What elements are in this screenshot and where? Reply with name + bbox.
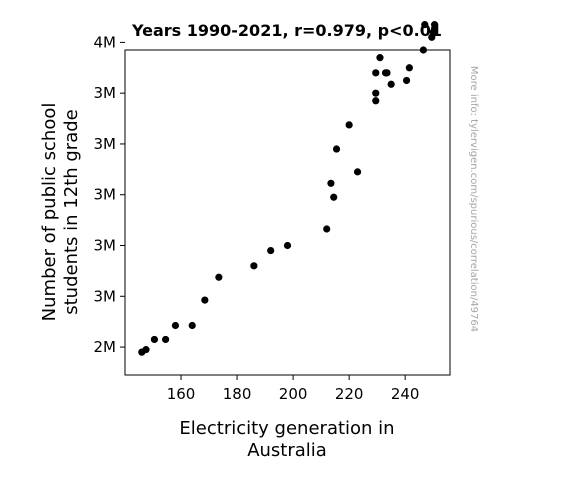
y-tick-label: 3M: [94, 186, 117, 204]
data-point: [405, 64, 413, 72]
data-point: [162, 335, 170, 344]
data-point: [330, 193, 338, 201]
data-point: [345, 121, 353, 129]
x-axis-ticks: 160 180 200 220 240: [167, 375, 420, 403]
x-axis-label-line-2: Australia: [247, 440, 327, 461]
data-point: [372, 89, 380, 97]
data-point: [383, 69, 391, 77]
data-point: [402, 76, 411, 85]
data-point: [142, 346, 150, 354]
data-point: [387, 80, 395, 88]
y-tick-label: 3M: [94, 237, 117, 255]
y-axis-ticks: 2M 3M 3M 3M 3M 3M 4M: [94, 33, 125, 356]
data-points: [138, 21, 439, 356]
plot-area: 160 180 200 220 240 2M 3M 3M 3M 3M 3M 4M: [94, 21, 451, 403]
chart-title: Years 1990-2021, r=0.979, p<0.01: [131, 21, 442, 40]
data-point: [267, 246, 275, 255]
data-point: [215, 273, 223, 281]
x-tick-label: 240: [391, 385, 420, 403]
data-point: [323, 225, 331, 233]
y-tick-label: 3M: [94, 135, 117, 153]
watermark-text: More info: tylervigen.com/spurious/corre…: [468, 66, 479, 332]
data-point: [353, 168, 362, 176]
data-point: [188, 321, 196, 330]
y-tick-label: 3M: [94, 84, 117, 102]
y-tick-label: 4M: [94, 33, 117, 51]
axes-frame: [124, 49, 451, 376]
data-point: [419, 46, 427, 54]
y-tick-label: 3M: [94, 287, 117, 305]
x-tick-label: 200: [279, 385, 308, 403]
data-point: [327, 179, 335, 187]
x-tick-label: 180: [223, 385, 252, 403]
data-point: [372, 97, 380, 105]
y-axis-label-line-2: students in 12th grade: [61, 109, 82, 315]
data-point: [376, 54, 384, 62]
x-tick-label: 160: [167, 385, 196, 403]
data-point: [171, 321, 180, 330]
data-point: [430, 21, 439, 29]
data-point: [201, 296, 209, 304]
y-axis-label-line-1: Number of public school: [39, 103, 60, 322]
data-point: [372, 69, 380, 77]
data-point: [283, 241, 292, 250]
x-axis-label-line-1: Electricity generation in: [179, 418, 394, 439]
data-point: [150, 335, 159, 344]
data-point: [250, 262, 258, 270]
data-point: [421, 21, 429, 29]
y-tick-label: 2M: [94, 338, 117, 356]
data-point: [332, 145, 341, 153]
x-tick-label: 220: [335, 385, 364, 403]
